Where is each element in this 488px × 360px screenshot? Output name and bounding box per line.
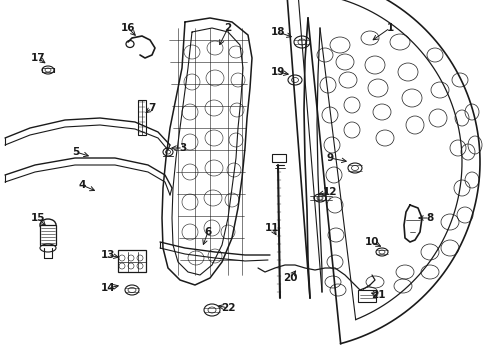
Bar [138,100,146,135]
Text: 20: 20 [282,273,297,283]
Text: 4: 4 [78,180,85,190]
Text: 18: 18 [270,27,285,37]
Text: 3: 3 [179,143,186,153]
Text: 17: 17 [31,53,45,63]
Text: 19: 19 [270,67,285,77]
Text: 8: 8 [426,213,433,223]
Bar [40,225,56,245]
Text: 14: 14 [101,283,115,293]
Bar [118,250,146,272]
Text: 9: 9 [326,153,333,163]
Text: 6: 6 [204,227,211,237]
Text: 1: 1 [386,23,393,33]
Text: 5: 5 [72,147,80,157]
Text: 21: 21 [370,290,385,300]
Text: 2: 2 [224,23,231,33]
Bar [271,154,285,162]
Text: 22: 22 [220,303,235,313]
Text: 16: 16 [121,23,135,33]
Bar [357,290,375,302]
Text: 7: 7 [148,103,155,113]
Text: 11: 11 [264,223,279,233]
Text: 13: 13 [101,250,115,260]
Text: 15: 15 [31,213,45,223]
Text: 12: 12 [322,187,337,197]
Text: 10: 10 [364,237,379,247]
